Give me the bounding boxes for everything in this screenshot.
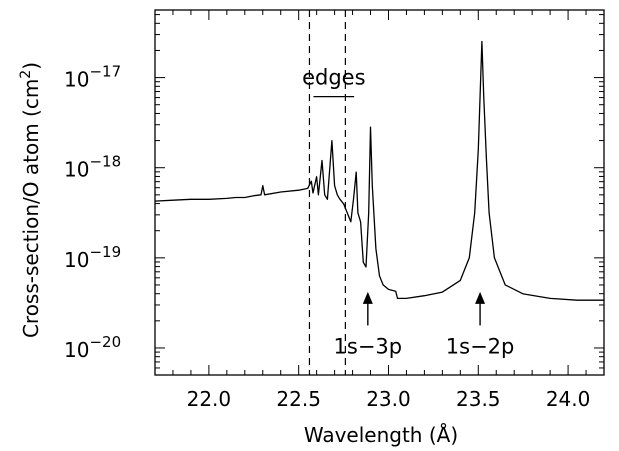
x-tick-label-0: 22.0	[187, 387, 232, 411]
arrow-label-0: 1s−3p	[334, 334, 403, 358]
y-tick-label-1: 10−18	[64, 153, 121, 182]
y-tick-label-0: 10−17	[64, 63, 121, 92]
plot-axes	[154, 9, 605, 376]
x-tick-label-4: 24.0	[546, 387, 591, 411]
edges-label: edges	[302, 66, 365, 90]
plot-frame	[154, 9, 605, 376]
x-tick-label-1: 22.5	[276, 387, 321, 411]
y-axis-label-sup: 2	[18, 70, 34, 79]
annotations: edges 1s−3p 1s−2p	[302, 66, 514, 359]
axis-tick-labels: 22.0 22.5 23.0 23.5 24.0 10−17 10−18 10−19 10−20	[64, 63, 590, 411]
arrow-label-1: 1s−2p	[446, 334, 515, 358]
axis-ticks	[155, 10, 605, 375]
y-tick-label-2: 10−19	[64, 243, 121, 272]
y-tick-label-3: 10−20	[64, 333, 121, 362]
y-axis-label: Cross-section/O atom (cm2)	[18, 62, 43, 338]
series-layer	[154, 40, 604, 301]
edge-lines	[308, 10, 346, 375]
y-axis-label-close: )	[19, 62, 43, 70]
x-tick-label-3: 23.5	[456, 387, 501, 411]
y-axis-label-main: Cross-section/O atom (cm	[19, 79, 43, 338]
series-line-0	[154, 40, 604, 301]
arrow-head-1	[475, 291, 486, 304]
x-axis-label: Wavelength (Å)	[304, 423, 458, 447]
arrow-head-0	[362, 291, 373, 304]
x-tick-label-2: 23.0	[366, 387, 411, 411]
